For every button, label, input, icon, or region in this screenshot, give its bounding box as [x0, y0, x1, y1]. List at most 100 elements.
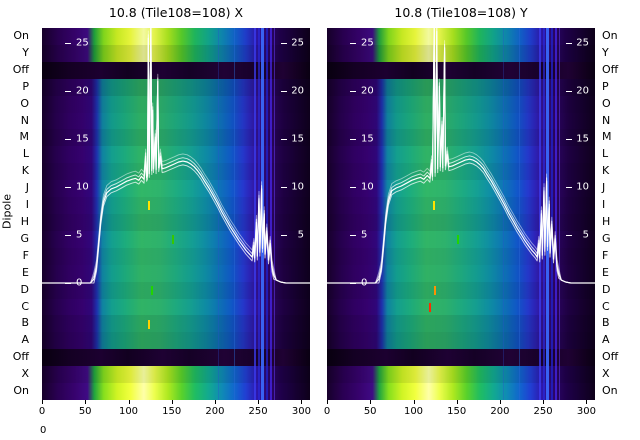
heatmap-row-y-1 [42, 44, 310, 62]
dipole-label-left-k-8: K [21, 164, 29, 178]
x-tick-label-150: 150 [447, 406, 467, 417]
dipole-label-right-j-9: J [602, 181, 606, 195]
db-tick-right-5 [281, 235, 287, 236]
x-tick-50 [85, 400, 87, 404]
x-tick-label-0: 0 [38, 406, 46, 417]
rfi-stripe-1 [233, 28, 235, 400]
dipole-label-right-n-5: N [602, 113, 611, 127]
flagged-channel-mark-1 [148, 319, 151, 329]
rfi-stripe-1 [518, 28, 520, 400]
dipole-labels-left: On Y Off P O N M L K J I H G F E D C B A Off X On [0, 28, 36, 400]
db-tick-left-0 [65, 283, 71, 284]
db-tick-left-5 [65, 235, 71, 236]
flagged-channel-mark-3 [456, 234, 459, 244]
panel-y: 10.8 (Tile108=108) Y 25 25 20 20 15 15 10 10 5 5 0… [323, 0, 596, 440]
dipole-label-right-i-10: I [602, 198, 606, 212]
db-tick-left-20 [65, 91, 71, 92]
heatmap-row-on-0 [327, 28, 595, 45]
db-tick-label-left-0: 0 [76, 277, 83, 289]
flagged-channel-mark-2 [434, 285, 437, 295]
db-tick-label-right-10: 10 [291, 181, 304, 193]
db-tick-right-25 [281, 43, 287, 44]
dipole-label-left-off-19: Off [12, 350, 29, 364]
panel-y-xaxis: 0 50 100 150 200 250 300 [323, 400, 596, 428]
panel-x: 10.8 (Tile108=108) X 25 25 20 20 15 15 10 10 5 5 0… [38, 0, 311, 440]
db-tick-right-25 [566, 43, 572, 44]
dipole-label-left-e-14: E [22, 265, 29, 279]
rfi-stripe-7 [559, 28, 561, 400]
dipole-label-left-c-16: C [21, 299, 29, 313]
db-tick-label-left-25: 25 [361, 37, 374, 49]
rfi-stripe-0 [217, 28, 219, 400]
db-tick-label-left-5: 5 [361, 229, 368, 241]
dipole-label-left-j-9: J [25, 181, 29, 195]
flagged-channel-mark-0 [148, 201, 151, 211]
dipole-label-right-off-19: Off [602, 350, 619, 364]
db-tick-label-left-20: 20 [76, 85, 89, 97]
heatmap-row-m-6 [327, 129, 595, 147]
dipole-label-right-d-15: D [602, 282, 611, 296]
heatmap-row-on-21 [42, 383, 310, 400]
db-tick-label-right-20: 20 [576, 85, 589, 97]
db-tick-label-left-15: 15 [76, 133, 89, 145]
db-tick-right-20 [566, 91, 572, 92]
heatmap-row-c-16 [327, 298, 595, 316]
x-tick-250 [543, 400, 545, 404]
dipole-label-right-c-16: C [602, 299, 610, 313]
heatmap-row-off-2 [42, 61, 310, 79]
db-tick-label-left-25: 25 [76, 37, 89, 49]
rfi-stripe-2 [538, 28, 541, 400]
dipole-label-right-b-17: B [602, 316, 610, 330]
x-tick-label-150: 150 [162, 406, 182, 417]
db-tick-right-20 [281, 91, 287, 92]
dipole-label-left-i-10: I [25, 198, 29, 212]
x-tick-0 [42, 400, 43, 404]
heatmap-row-y-1 [327, 44, 595, 62]
x-tick-100 [128, 400, 130, 404]
x-tick-50 [370, 400, 372, 404]
db-tick-label-left-10: 10 [361, 181, 374, 193]
dipole-labels-right: On Y Off P O N M L K J I H G F E D C B A Off X On [602, 28, 640, 400]
heatmap-row-on-21 [327, 383, 595, 400]
db-tick-label-right-25: 25 [291, 37, 304, 49]
rfi-stripe-5 [551, 28, 553, 400]
db-tick-label-left-10: 10 [76, 181, 89, 193]
rfi-stripe-7 [274, 28, 276, 400]
stray-zero-label: 0 [40, 425, 47, 436]
heatmap-row-x-20 [42, 366, 310, 384]
dipole-label-right-h-11: H [602, 214, 611, 228]
db-tick-label-right-15: 15 [576, 133, 589, 145]
dipole-label-right-a-18: A [602, 333, 610, 347]
x-tick-200 [499, 400, 501, 404]
db-tick-label-left-20: 20 [361, 85, 374, 97]
x-tick-100 [413, 400, 415, 404]
heatmap-row-off-19 [327, 349, 595, 367]
dipole-label-left-on-0: On [13, 29, 29, 42]
x-tick-label-0: 0 [323, 406, 331, 417]
db-tick-label-right-20: 20 [291, 85, 304, 97]
heatmap-row-p-3 [327, 78, 595, 96]
flagged-channel-mark-3 [171, 234, 174, 244]
flagged-channel-mark-0 [433, 201, 436, 211]
x-tick-label-250: 250 [248, 406, 268, 417]
db-tick-right-5 [566, 235, 572, 236]
dipole-label-left-n-5: N [20, 113, 29, 127]
rfi-stripe-6 [554, 28, 557, 400]
heatmap-row-n-5 [327, 112, 595, 130]
dipole-label-right-o-4: O [602, 96, 611, 110]
heatmap-row-d-15 [327, 281, 595, 299]
heatmap-row-e-14 [327, 264, 595, 282]
dipole-label-left-m-6: M [19, 130, 30, 144]
heatmap-row-h-11 [42, 213, 310, 231]
panel-x-title: 10.8 (Tile108=108) X [108, 5, 244, 20]
db-tick-label-right-25: 25 [576, 37, 589, 49]
dipole-label-right-p-3: P [602, 79, 609, 93]
heatmap-row-j-9 [42, 180, 310, 198]
flagged-channel-mark-1 [429, 302, 431, 312]
heatmap-row-off-19 [42, 349, 310, 367]
db-tick-left-25 [350, 43, 356, 44]
dipole-label-left-f-13: F [22, 248, 29, 262]
x-tick-300 [301, 400, 303, 404]
db-tick-left-25 [65, 43, 71, 44]
